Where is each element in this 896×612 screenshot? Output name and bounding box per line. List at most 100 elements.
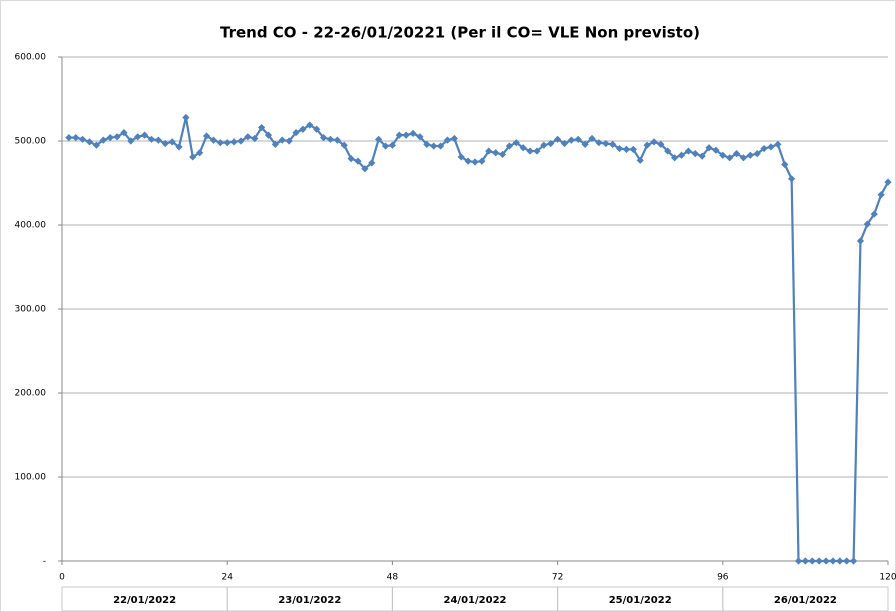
marker bbox=[196, 149, 204, 157]
x-tick-label: 96 bbox=[717, 573, 729, 583]
marker bbox=[271, 140, 279, 148]
marker bbox=[643, 141, 651, 149]
date-label: 23/01/2022 bbox=[278, 595, 341, 606]
marker bbox=[794, 557, 803, 565]
marker bbox=[788, 175, 796, 183]
marker bbox=[127, 137, 135, 145]
marker bbox=[347, 155, 355, 163]
y-tick-label: - bbox=[43, 557, 46, 567]
marker bbox=[416, 133, 424, 141]
marker bbox=[684, 147, 692, 155]
marker bbox=[368, 159, 376, 167]
marker bbox=[492, 149, 500, 157]
marker bbox=[650, 138, 658, 146]
marker bbox=[870, 210, 878, 218]
date-box bbox=[722, 586, 889, 612]
date-label: 25/01/2022 bbox=[609, 595, 672, 606]
marker bbox=[375, 135, 383, 143]
y-tick-label: 600.00 bbox=[15, 53, 47, 63]
marker bbox=[567, 136, 575, 144]
marker bbox=[278, 136, 286, 144]
x-tick-label: 120 bbox=[879, 573, 896, 583]
marker bbox=[478, 157, 486, 165]
marker bbox=[402, 131, 410, 139]
marker bbox=[746, 151, 754, 159]
marker bbox=[657, 140, 665, 148]
chart-title: Trend CO - 22-26/01/20221 (Per il CO= VL… bbox=[220, 24, 700, 42]
marker bbox=[505, 142, 514, 150]
marker bbox=[457, 153, 465, 161]
y-tick-label: 400.00 bbox=[15, 221, 47, 231]
marker bbox=[202, 132, 211, 140]
marker bbox=[615, 144, 624, 153]
marker bbox=[829, 557, 837, 565]
marker bbox=[333, 136, 341, 144]
marker bbox=[512, 139, 520, 147]
marker bbox=[354, 157, 362, 165]
marker bbox=[244, 133, 252, 141]
y-tick-label: 500.00 bbox=[15, 137, 47, 147]
x-tick-label: 0 bbox=[59, 573, 65, 583]
marker bbox=[168, 138, 176, 146]
marker bbox=[581, 140, 589, 148]
marker bbox=[760, 144, 768, 153]
marker bbox=[230, 138, 238, 146]
marker bbox=[677, 151, 686, 159]
marker bbox=[629, 145, 637, 153]
date-label: 24/01/2022 bbox=[444, 595, 507, 606]
marker bbox=[547, 139, 555, 148]
marker bbox=[588, 134, 596, 143]
marker bbox=[443, 136, 452, 144]
marker bbox=[161, 139, 169, 148]
marker bbox=[602, 139, 610, 148]
marker bbox=[464, 157, 472, 165]
marker bbox=[395, 131, 403, 139]
marker bbox=[781, 160, 789, 169]
marker bbox=[712, 146, 720, 154]
marker bbox=[526, 147, 534, 155]
marker bbox=[319, 134, 328, 142]
marker bbox=[622, 145, 631, 153]
marker bbox=[450, 134, 458, 143]
marker bbox=[664, 147, 672, 155]
marker bbox=[423, 140, 431, 148]
x-tick-label: 48 bbox=[387, 573, 399, 583]
marker bbox=[237, 137, 245, 145]
marker bbox=[822, 557, 830, 565]
marker bbox=[285, 137, 293, 145]
y-tick-label: 100.00 bbox=[15, 473, 47, 483]
marker bbox=[85, 138, 94, 146]
marker bbox=[209, 136, 218, 144]
marker bbox=[554, 135, 562, 143]
marker bbox=[705, 144, 713, 152]
marker bbox=[808, 557, 816, 565]
x-tick-label: 24 bbox=[221, 573, 233, 583]
marker bbox=[540, 141, 548, 149]
marker bbox=[774, 140, 782, 148]
marker bbox=[691, 150, 699, 158]
marker bbox=[299, 125, 307, 133]
marker bbox=[92, 141, 101, 149]
marker bbox=[843, 557, 851, 565]
marker bbox=[79, 135, 87, 143]
marker bbox=[849, 557, 858, 565]
marker bbox=[726, 154, 734, 162]
marker bbox=[560, 139, 569, 148]
marker bbox=[99, 136, 107, 144]
marker bbox=[72, 134, 80, 142]
marker bbox=[326, 135, 335, 143]
marker bbox=[767, 143, 775, 151]
marker bbox=[836, 557, 844, 565]
marker bbox=[698, 152, 706, 160]
marker bbox=[801, 557, 809, 565]
marker bbox=[65, 134, 73, 142]
marker bbox=[106, 134, 114, 142]
marker bbox=[498, 150, 507, 159]
marker bbox=[264, 131, 273, 139]
marker bbox=[636, 156, 644, 164]
marker bbox=[189, 153, 197, 161]
marker bbox=[671, 154, 679, 162]
marker bbox=[732, 150, 741, 158]
